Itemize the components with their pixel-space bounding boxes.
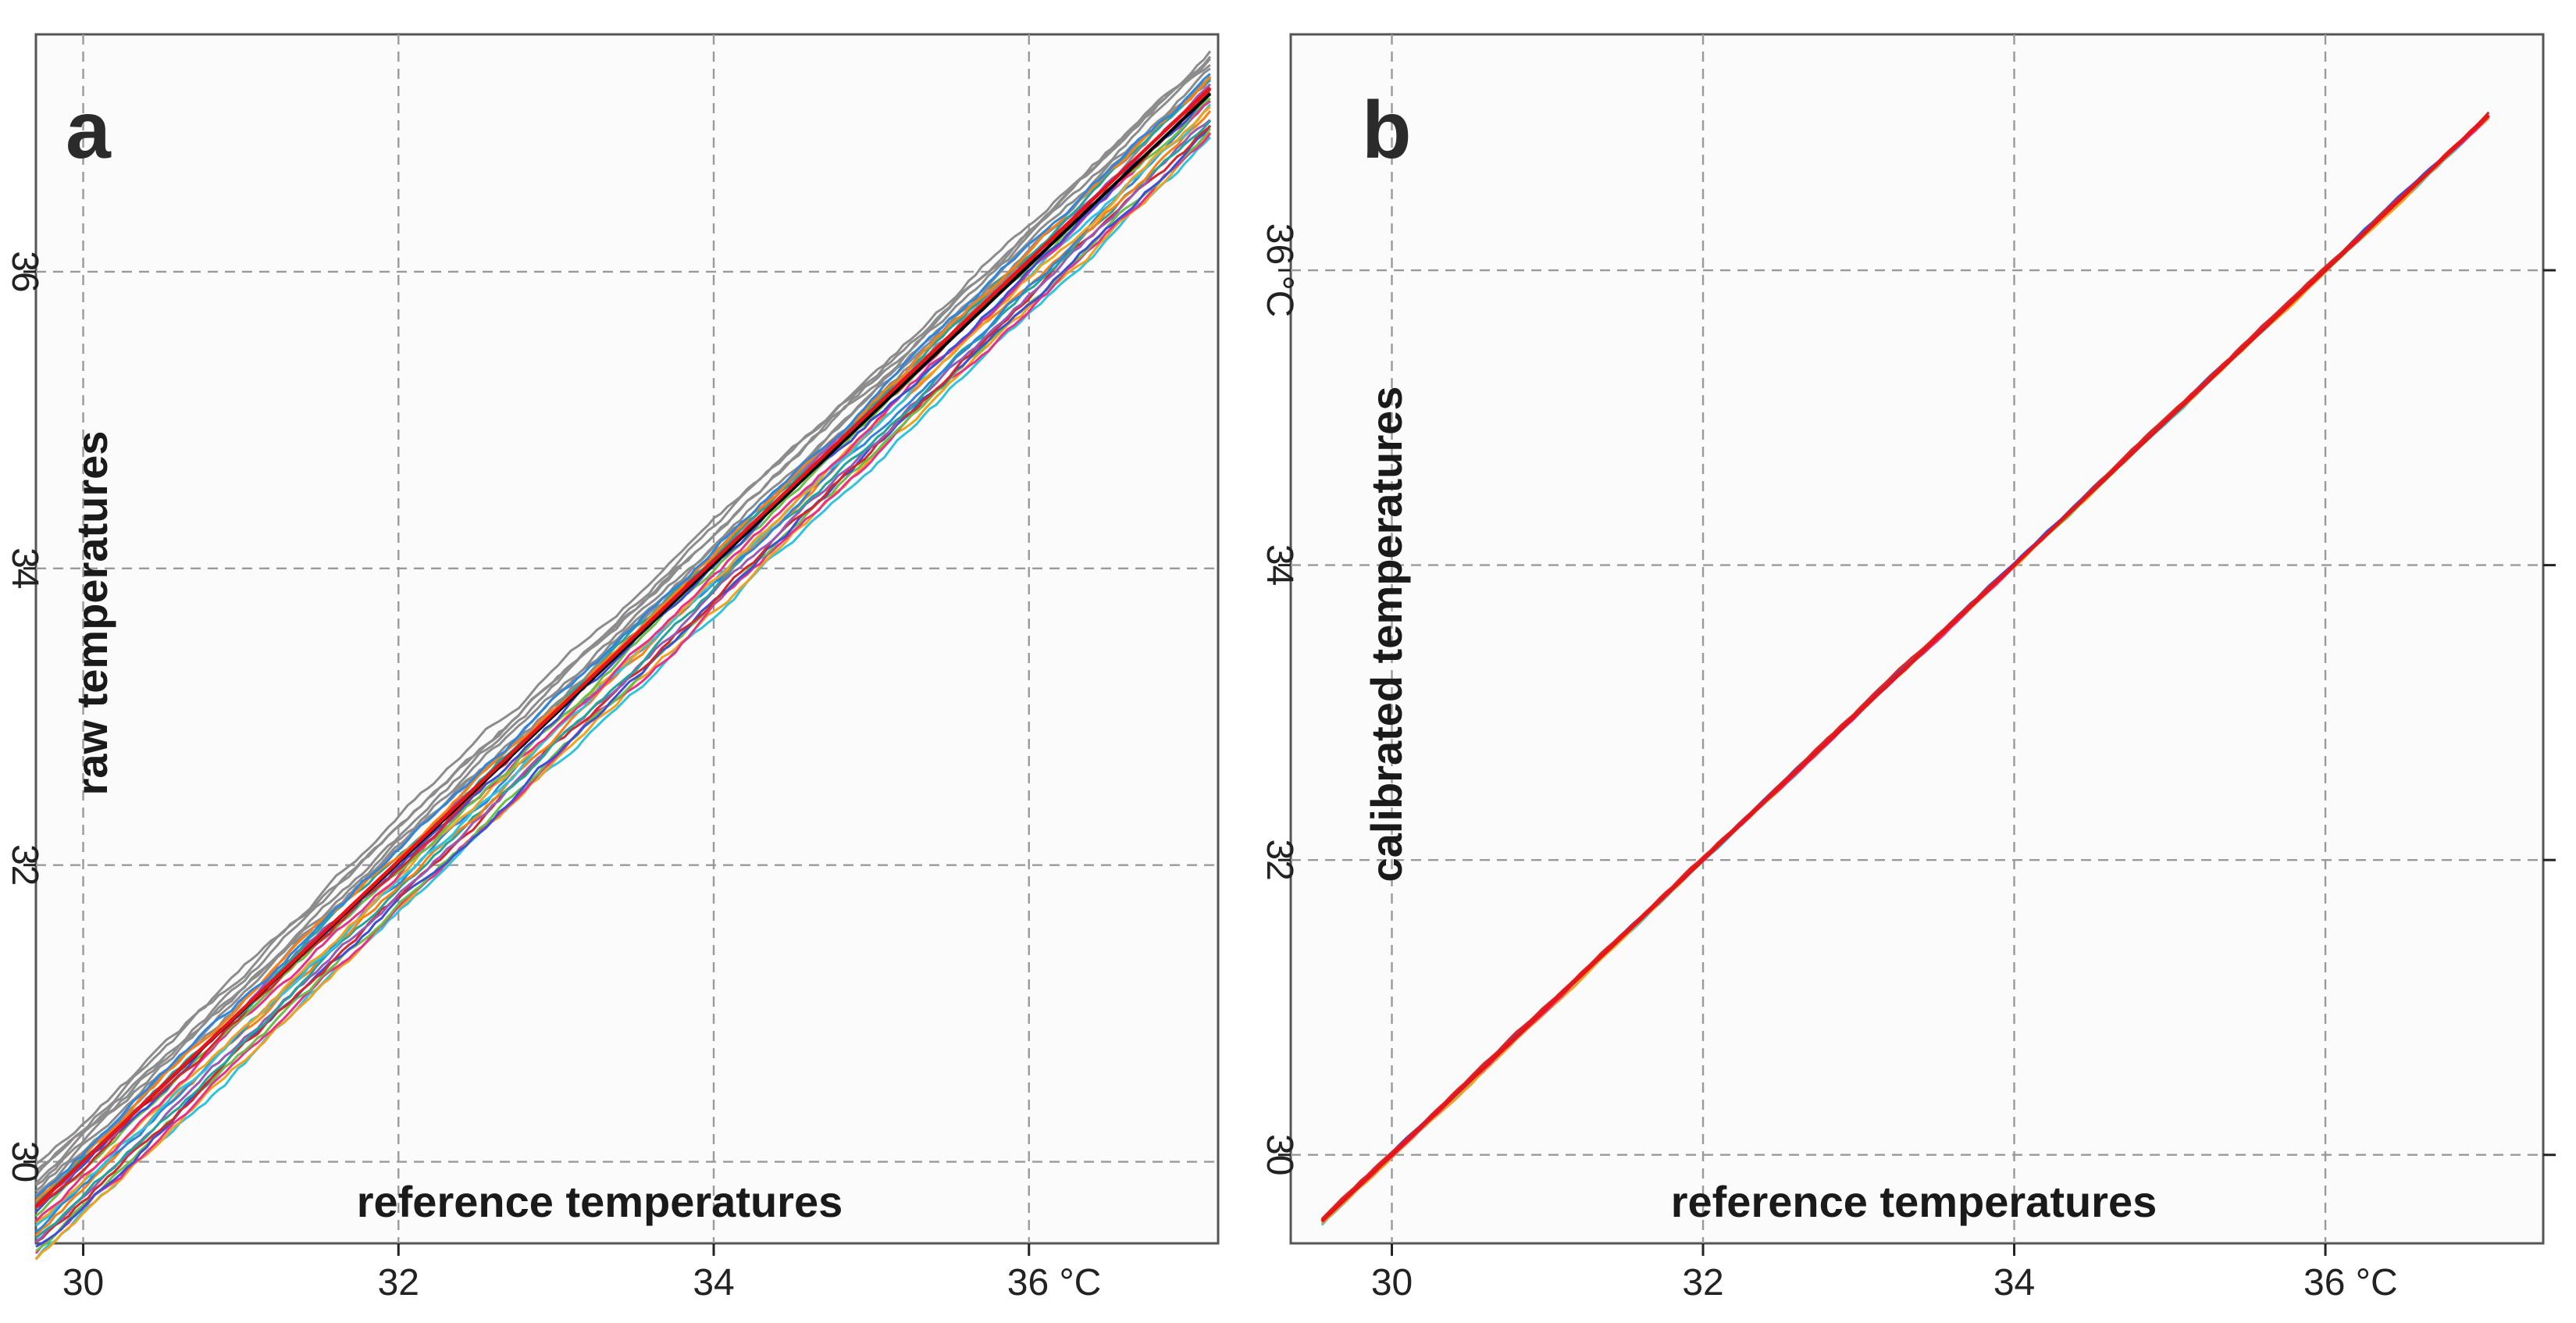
panel-a-grid — [36, 34, 1218, 1243]
panel-a-series-sensors-colored — [34, 75, 1212, 1202]
panel-b-ytick-label: 34 — [1259, 544, 1300, 586]
panel-b-grid — [1291, 34, 2543, 1243]
panel-a-xtick-label: 32 — [378, 1262, 419, 1303]
panel-a-ytick-label: 32 — [4, 844, 45, 886]
panel-b-ytick-label: 32 — [1259, 839, 1300, 880]
panel-a-xtick-label: 34 — [693, 1262, 734, 1303]
panel-a-series-sensors-colored — [35, 105, 1211, 1224]
panel-a-series-sensors-grey — [35, 67, 1211, 1187]
panel-b: 30 32 34 36 °C 30 32 34 36 °C b reference tempe… — [1259, 33, 2556, 1303]
panel-a-series-sensors-colored — [35, 119, 1212, 1239]
panel-b-xtick-label: 32 — [1682, 1262, 1723, 1303]
panel-a-xlabel: reference temperatures — [357, 1177, 843, 1226]
panel-b-series-sensors-calibrated — [1320, 111, 2490, 1220]
panel-a-series-sensors-grey — [34, 64, 1211, 1185]
panel-a-letter: a — [66, 85, 112, 176]
panel-b-ytick-label: 30 — [1259, 1134, 1300, 1175]
panel-b-ticks: 30 32 34 36 °C 30 32 34 36 °C — [1259, 223, 2556, 1303]
panel-a: 30 32 34 36 °C 30 32 34 36 a reference temperat… — [4, 33, 1220, 1303]
panel-a-ytick-label: 30 — [4, 1141, 45, 1182]
panel-a-series-sensors-grey — [35, 55, 1212, 1172]
panel-b-xtick-label: 36 °C — [2303, 1262, 2398, 1303]
panel-a-series-fit — [34, 86, 1212, 1208]
panel-a-xtick-label: 30 — [62, 1262, 104, 1303]
panel-a-series-sensors-colored — [34, 131, 1211, 1261]
panel-b-xtick-label: 34 — [1993, 1262, 2035, 1303]
panel-a-series-sensors-grey — [35, 77, 1212, 1193]
panel-b-letter: b — [1362, 85, 1412, 176]
panel-b-lines — [1320, 111, 2490, 1226]
panel-a-series-sensors-colored — [34, 136, 1211, 1260]
panel-a-ytick-label: 34 — [4, 547, 45, 589]
panel-a-ylabel: raw temperatures — [67, 431, 116, 796]
panel-a-series-sensors-grey — [35, 50, 1212, 1165]
panel-a-lines — [34, 50, 1212, 1261]
panel-a-series-sensors-colored — [34, 73, 1211, 1199]
panel-b-ytick-label: 36 °C — [1259, 223, 1300, 318]
panel-a-ytick-label: 36 — [4, 251, 45, 292]
panel-a-xtick-label: 36 °C — [1007, 1262, 1102, 1303]
panel-b-xlabel: reference temperatures — [1671, 1177, 2157, 1226]
panel-b-frame — [1289, 33, 2545, 1245]
panel-b-xtick-label: 30 — [1371, 1262, 1413, 1303]
panel-b-series-fit — [1320, 114, 2490, 1223]
panel-b-ylabel: calibrated temperatures — [1362, 387, 1411, 883]
panel-a-ticks: 30 32 34 36 °C 30 32 34 36 — [4, 251, 1101, 1303]
panel-a-series-sensors-colored — [35, 119, 1211, 1243]
